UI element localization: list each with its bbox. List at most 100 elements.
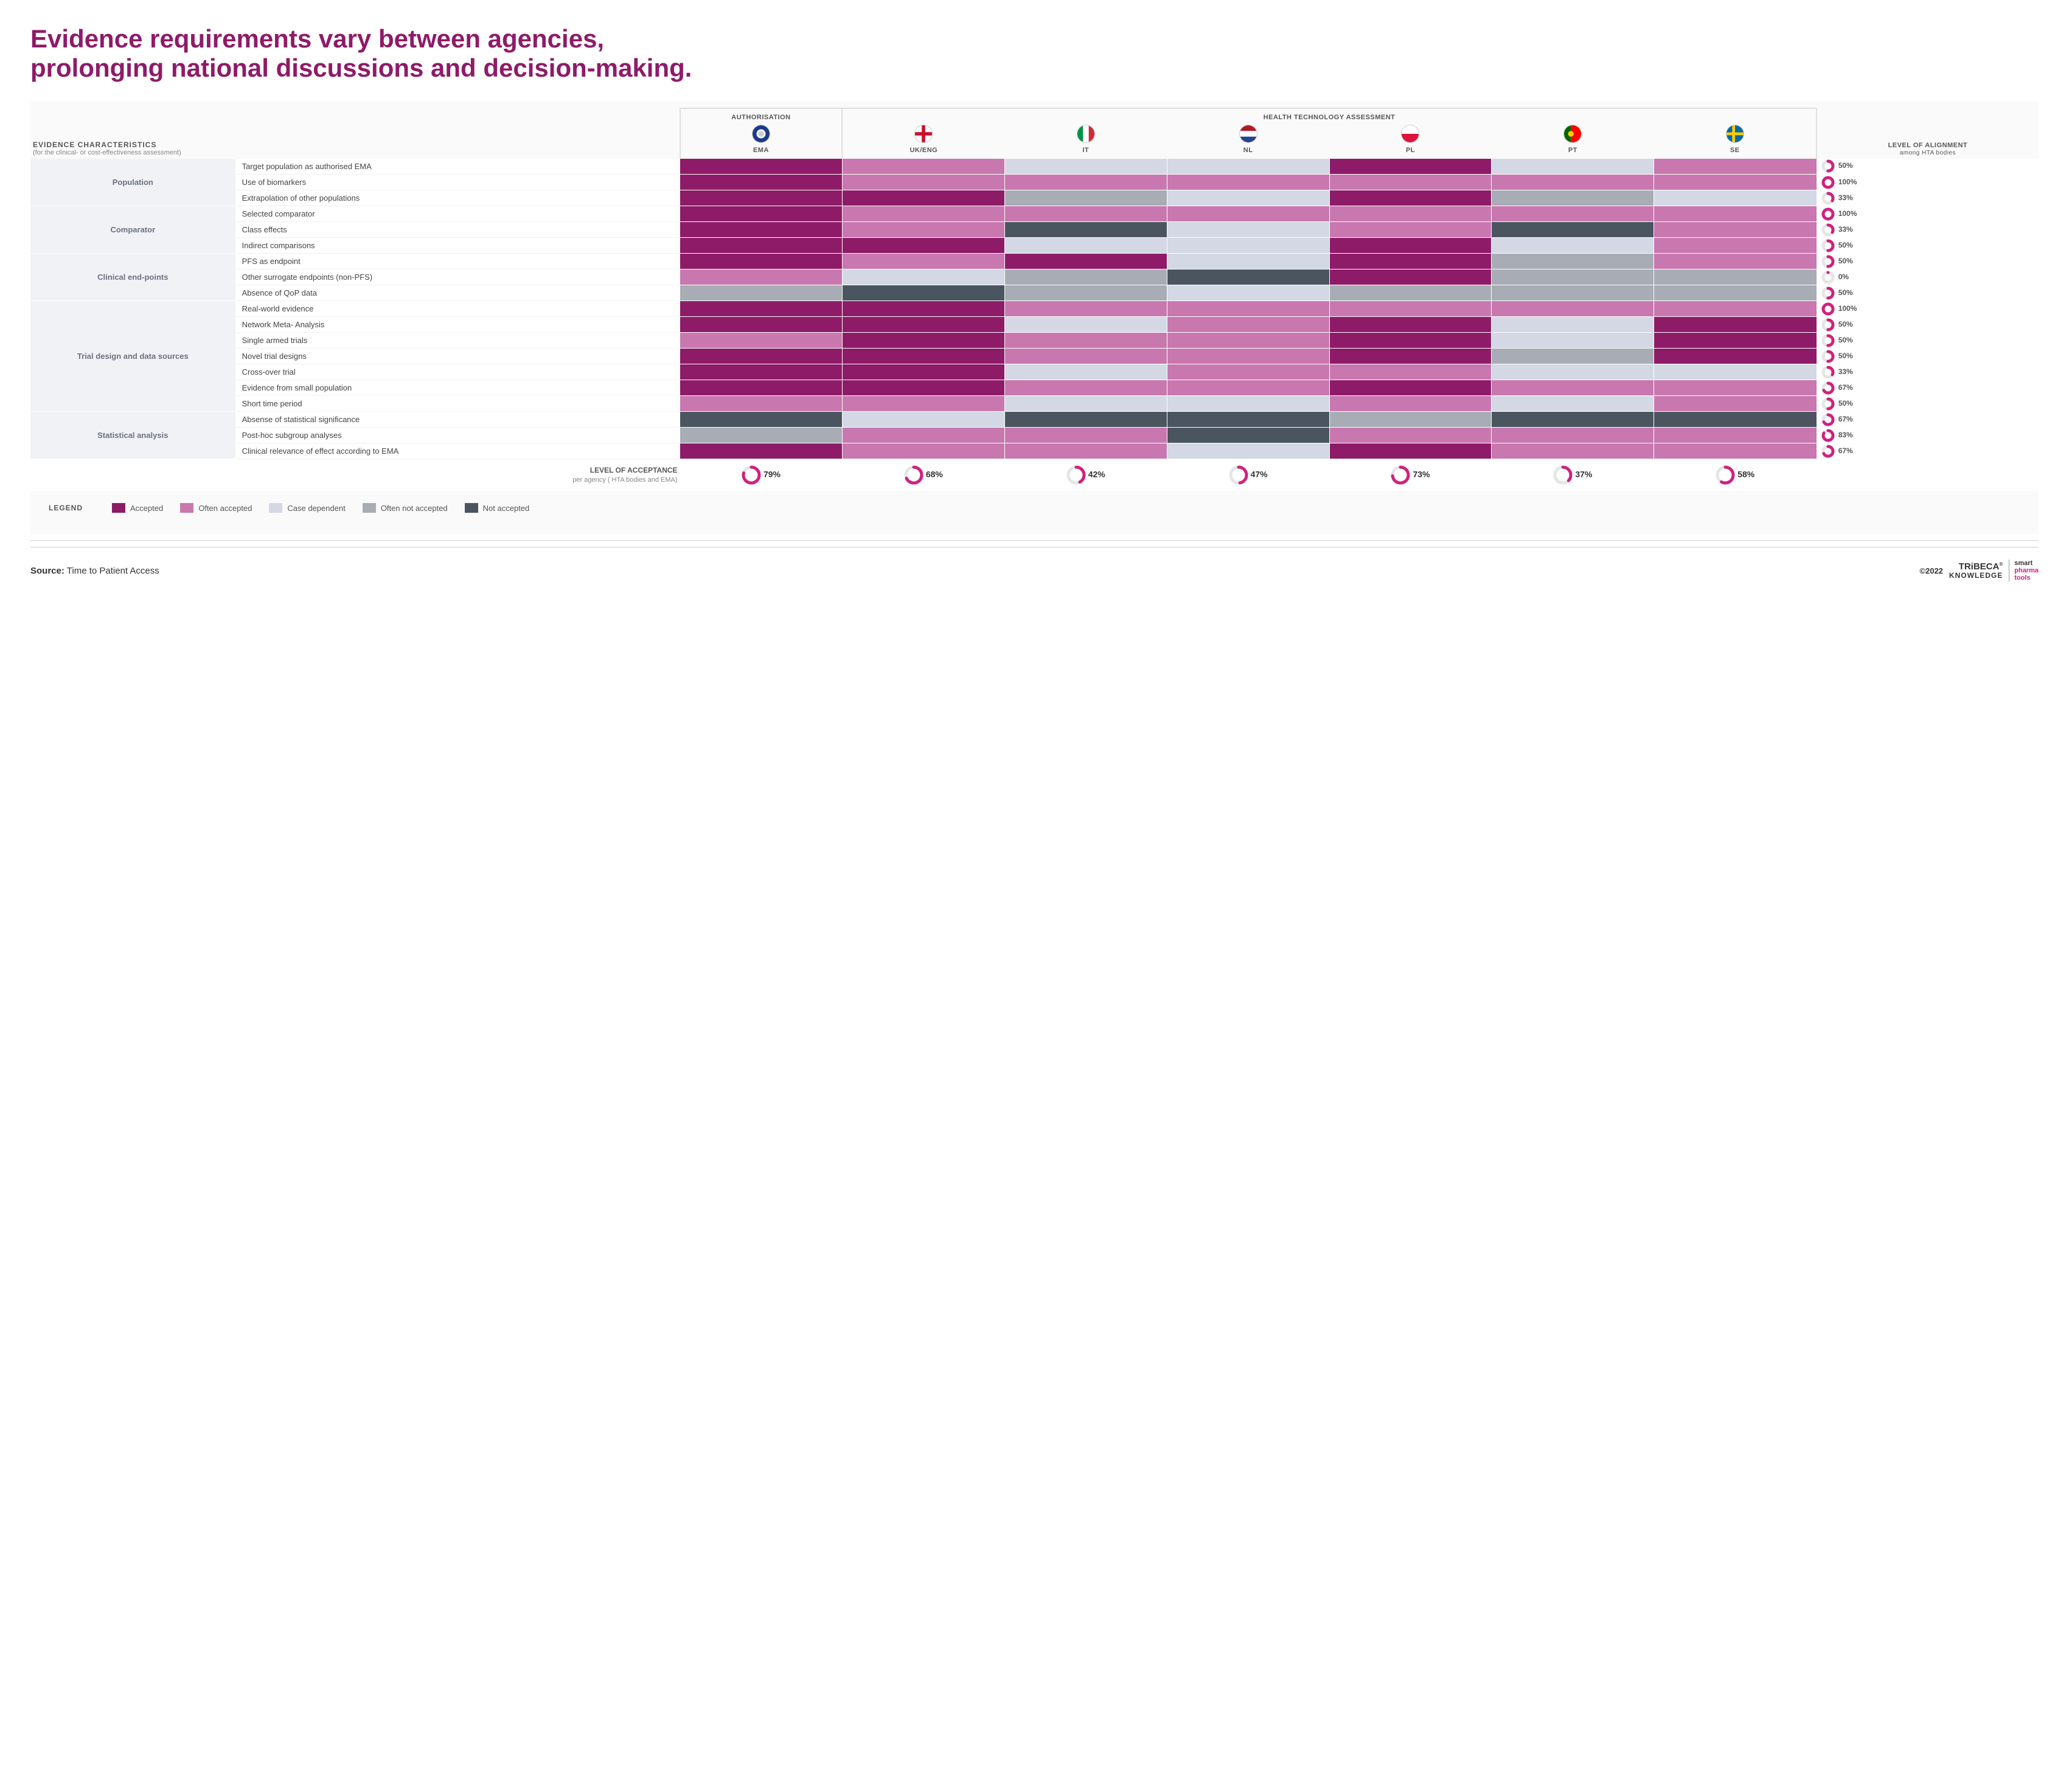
agency-header-pt: PT <box>1492 123 1654 159</box>
heatmap-cell <box>1004 333 1167 349</box>
heatmap-cell <box>1004 175 1167 190</box>
heatmap-table-container: EVIDENCE CHARACTERISTICS (for the clinic… <box>30 102 2039 535</box>
category-label: Comparator <box>30 206 235 254</box>
table-row: Indirect comparisons 50% <box>30 238 2039 254</box>
heatmap-cell <box>1492 443 1654 459</box>
row-label: Use of biomarkers <box>235 175 680 190</box>
heatmap-cell <box>680 206 843 222</box>
heatmap-cell <box>1654 238 1817 254</box>
heatmap-cell <box>1004 254 1167 269</box>
heatmap-cell <box>1329 333 1492 349</box>
heatmap-cell <box>1329 159 1492 175</box>
acceptance-value: 42% <box>1004 459 1167 491</box>
heatmap-cell <box>1004 190 1167 206</box>
tagline: smart pharma tools <box>2009 560 2039 582</box>
branding: ©2022 TRiBECA® KNOWLEDGE smart pharma to… <box>1919 560 2039 582</box>
heatmap-cell <box>680 396 843 412</box>
heatmap-cell <box>1654 159 1817 175</box>
heatmap-cell <box>1492 269 1654 285</box>
heatmap-cell <box>1167 206 1329 222</box>
heatmap-cell <box>842 428 1004 443</box>
heatmap-cell <box>1654 222 1817 238</box>
heatmap-cell <box>1492 396 1654 412</box>
heatmap-cell <box>842 364 1004 380</box>
heatmap-cell <box>680 238 843 254</box>
heatmap-cell <box>1492 206 1654 222</box>
table-row: Other surrogate endpoints (non-PFS) 0% <box>30 269 2039 285</box>
heatmap-cell <box>1167 254 1329 269</box>
heatmap-cell <box>1492 285 1654 301</box>
alignment-cell: 100% <box>1817 301 2039 317</box>
heatmap-cell <box>1492 175 1654 190</box>
acceptance-label: LEVEL OF ACCEPTANCEper agency ( HTA bodi… <box>30 459 680 491</box>
heatmap-cell <box>1492 254 1654 269</box>
heatmap-cell <box>680 443 843 459</box>
heatmap-cell <box>1654 333 1817 349</box>
heatmap-cell <box>1167 443 1329 459</box>
heatmap-cell <box>680 159 843 175</box>
evidence-heatmap-table: EVIDENCE CHARACTERISTICS (for the clinic… <box>30 108 2039 491</box>
heatmap-cell <box>1492 333 1654 349</box>
row-label: Cross-over trial <box>235 364 680 380</box>
agency-header-uk: UK/ENG <box>842 123 1004 159</box>
alignment-cell: 50% <box>1817 254 2039 269</box>
heatmap-cell <box>1329 285 1492 301</box>
heatmap-cell <box>842 396 1004 412</box>
alignment-cell: 33% <box>1817 190 2039 206</box>
legend-item-case_dependent: Case dependent <box>269 503 345 513</box>
pt-flag-icon <box>1563 125 1582 143</box>
heatmap-cell <box>1004 396 1167 412</box>
heatmap-cell <box>1004 285 1167 301</box>
se-flag-icon <box>1726 125 1744 143</box>
heatmap-cell <box>1329 380 1492 396</box>
table-header: EVIDENCE CHARACTERISTICS (for the clinic… <box>30 108 2039 159</box>
heatmap-cell <box>1654 301 1817 317</box>
heatmap-cell <box>1004 222 1167 238</box>
row-label: Indirect comparisons <box>235 238 680 254</box>
acceptance-value: 47% <box>1167 459 1329 491</box>
heatmap-cell <box>842 238 1004 254</box>
legend-swatch <box>269 503 282 513</box>
row-label: Clinical relevance of effect according t… <box>235 443 680 459</box>
alignment-cell: 67% <box>1817 443 2039 459</box>
heatmap-cell <box>1329 206 1492 222</box>
alignment-cell: 100% <box>1817 175 2039 190</box>
table-row: Class effects 33% <box>30 222 2039 238</box>
heatmap-cell <box>842 412 1004 428</box>
heatmap-cell <box>1167 238 1329 254</box>
category-label: Clinical end-points <box>30 254 235 301</box>
alignment-cell: 50% <box>1817 159 2039 175</box>
table-row: Novel trial designs 50% <box>30 349 2039 364</box>
alignment-cell: 33% <box>1817 364 2039 380</box>
row-label: Extrapolation of other populations <box>235 190 680 206</box>
heatmap-cell <box>1167 412 1329 428</box>
alignment-cell: 50% <box>1817 349 2039 364</box>
row-label: Short time period <box>235 396 680 412</box>
heatmap-cell <box>1004 206 1167 222</box>
heatmap-cell <box>680 380 843 396</box>
legend-swatch <box>180 503 193 513</box>
ema-flag-icon <box>752 125 770 143</box>
heatmap-cell <box>1004 269 1167 285</box>
heatmap-cell <box>1004 428 1167 443</box>
empty-cell <box>1817 459 2039 491</box>
agency-header-ema: EMA <box>680 123 843 159</box>
agency-header-pl: PL <box>1329 123 1492 159</box>
heatmap-cell <box>1654 317 1817 333</box>
table-row: Cross-over trial 33% <box>30 364 2039 380</box>
heatmap-cell <box>1004 364 1167 380</box>
heatmap-cell <box>842 317 1004 333</box>
heatmap-cell <box>1329 301 1492 317</box>
category-label: Trial design and data sources <box>30 301 235 412</box>
legend-swatch <box>465 503 478 513</box>
legend-item-accepted: Accepted <box>112 503 163 513</box>
heatmap-cell <box>1492 222 1654 238</box>
heatmap-cell <box>680 254 843 269</box>
heatmap-cell <box>1167 349 1329 364</box>
source-text: Source: Time to Patient Access <box>30 566 159 576</box>
heatmap-cell <box>1329 317 1492 333</box>
heatmap-cell <box>842 222 1004 238</box>
acceptance-value: 58% <box>1654 459 1817 491</box>
agency-header-se: SE <box>1654 123 1817 159</box>
table-row: Absence of QoP data 50% <box>30 285 2039 301</box>
